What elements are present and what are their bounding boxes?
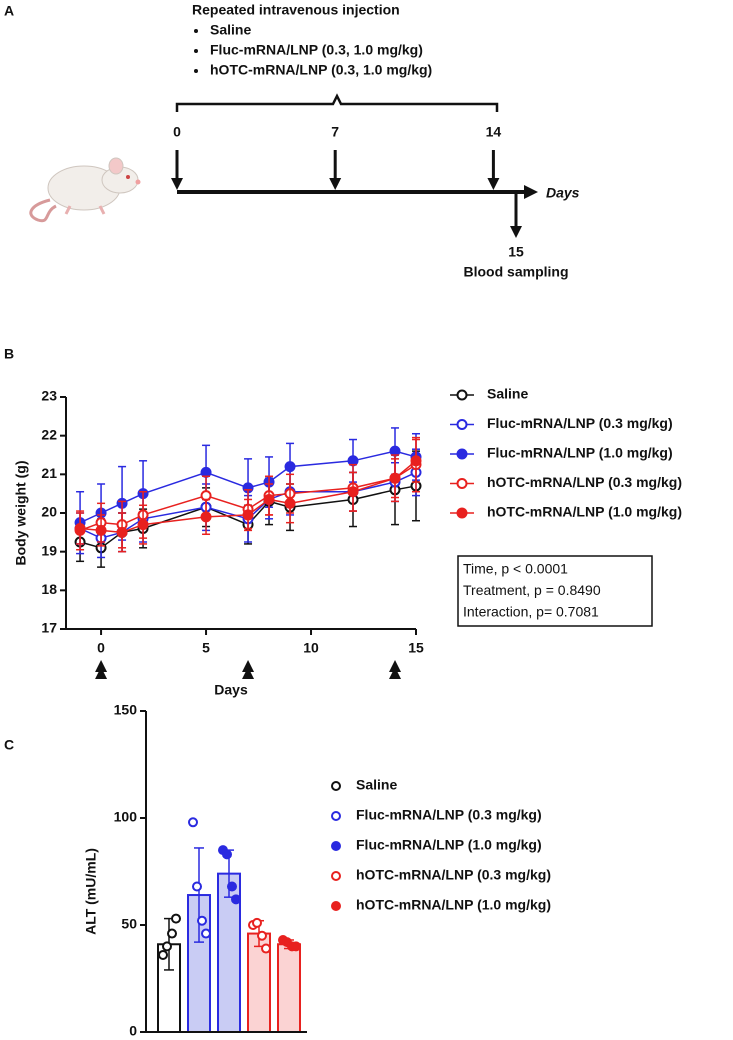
data-point xyxy=(227,881,237,892)
x-tick-label: 10 xyxy=(303,640,319,656)
y-tick-label: 100 xyxy=(114,809,138,825)
dose-arrow xyxy=(389,660,402,679)
data-point xyxy=(171,913,181,924)
data-point xyxy=(188,817,198,828)
data-point xyxy=(95,524,107,536)
legend-marker xyxy=(456,507,468,519)
legend-label: hOTC-mRNA/LNP (0.3 mg/kg) xyxy=(487,474,682,490)
bar xyxy=(277,943,301,1034)
legend-label: Fluc-mRNA/LNP (0.3 mg/kg) xyxy=(356,807,542,823)
day-label: 7 xyxy=(331,124,339,140)
sampling-label: Blood sampling xyxy=(464,264,569,280)
diagram-title: Repeated intravenous injection xyxy=(192,2,400,18)
panel-label: A xyxy=(4,3,14,19)
injection-arrow-head xyxy=(171,178,183,190)
injection-arrow-head xyxy=(487,178,500,190)
x-tick-label: 15 xyxy=(408,640,424,656)
x-tick-label: 5 xyxy=(202,640,210,656)
brace xyxy=(175,93,499,112)
annotation-text: Time, p < 0.0001 xyxy=(463,561,568,577)
bullet-dot xyxy=(194,49,198,53)
data-point xyxy=(74,522,86,534)
data-point xyxy=(201,928,211,939)
data-point xyxy=(284,497,296,509)
legend-marker xyxy=(456,389,468,401)
legend-label: Fluc-mRNA/LNP (1.0 mg/kg) xyxy=(356,837,542,853)
data-point xyxy=(137,519,149,531)
data-point xyxy=(222,849,232,860)
data-point xyxy=(231,894,241,905)
panel-label: C xyxy=(4,737,14,753)
data-point xyxy=(291,941,301,952)
y-tick-label: 17 xyxy=(41,620,57,636)
data-point xyxy=(410,455,422,467)
y-tick-label: 0 xyxy=(129,1023,137,1039)
annotation-text: Treatment, p = 0.8490 xyxy=(463,582,601,598)
sampling-day: 15 xyxy=(508,244,524,260)
y-tick-label: 22 xyxy=(41,426,57,442)
y-tick-label: 23 xyxy=(41,388,57,404)
y-tick-label: 150 xyxy=(114,702,138,718)
bullet-text: hOTC-mRNA/LNP (0.3, 1.0 mg/kg) xyxy=(210,62,432,78)
panel-label: B xyxy=(4,346,14,362)
day-label: 0 xyxy=(173,124,181,140)
annotation-box xyxy=(457,555,653,627)
bullet-text: Saline xyxy=(210,22,251,38)
data-point xyxy=(347,486,359,498)
day-label: 14 xyxy=(486,124,502,140)
legend-marker xyxy=(331,811,341,821)
injection-arrow-head xyxy=(329,178,342,190)
timeline-label: Days xyxy=(546,185,580,201)
data-point xyxy=(257,930,267,941)
data-point xyxy=(158,949,168,960)
dose-arrow xyxy=(95,660,108,679)
annotation-text: Interaction, p= 0.7081 xyxy=(463,604,599,620)
data-point xyxy=(252,917,262,928)
y-axis-label: ALT (mU/mL) xyxy=(83,848,99,935)
y-tick-label: 20 xyxy=(41,504,57,520)
legend-marker xyxy=(331,841,341,851)
legend-label: Saline xyxy=(487,386,528,402)
data-point xyxy=(192,881,202,892)
x-tick-label: 0 xyxy=(97,640,105,656)
legend-marker xyxy=(456,419,468,430)
data-point xyxy=(261,943,271,954)
legend-marker xyxy=(456,448,468,460)
timeline-head xyxy=(524,185,538,199)
data-point xyxy=(162,941,172,952)
legend-marker xyxy=(331,901,341,911)
legend-label: Fluc-mRNA/LNP (1.0 mg/kg) xyxy=(487,445,673,461)
data-point xyxy=(167,928,177,939)
legend-label: hOTC-mRNA/LNP (1.0 mg/kg) xyxy=(487,504,682,520)
data-point xyxy=(389,472,401,484)
data-point xyxy=(242,509,254,521)
y-axis-label: Body weight (g) xyxy=(13,461,29,566)
legend-label: Fluc-mRNA/LNP (0.3 mg/kg) xyxy=(487,415,673,431)
y-tick-label: 50 xyxy=(121,916,137,932)
legend-label: hOTC-mRNA/LNP (1.0 mg/kg) xyxy=(356,897,551,913)
data-point xyxy=(284,461,296,473)
y-tick-label: 18 xyxy=(41,581,57,597)
dose-arrow xyxy=(242,660,255,679)
sampling-arrow-head xyxy=(510,226,522,238)
y-tick-label: 21 xyxy=(41,465,57,481)
data-point xyxy=(116,526,128,538)
legend-label: Saline xyxy=(356,777,397,793)
x-axis-label: Days xyxy=(214,682,248,698)
bullet-text: Fluc-mRNA/LNP (0.3, 1.0 mg/kg) xyxy=(210,42,423,58)
mouse-icon xyxy=(29,157,141,223)
data-point xyxy=(200,511,212,523)
y-tick-label: 19 xyxy=(41,542,57,558)
legend-label: hOTC-mRNA/LNP (0.3 mg/kg) xyxy=(356,867,551,883)
data-point xyxy=(197,915,207,926)
legend-marker xyxy=(331,781,341,791)
data-point xyxy=(263,493,275,505)
bullet-dot xyxy=(194,69,198,73)
legend-marker xyxy=(456,478,468,489)
legend-marker xyxy=(331,871,341,881)
bullet-dot xyxy=(194,29,198,33)
